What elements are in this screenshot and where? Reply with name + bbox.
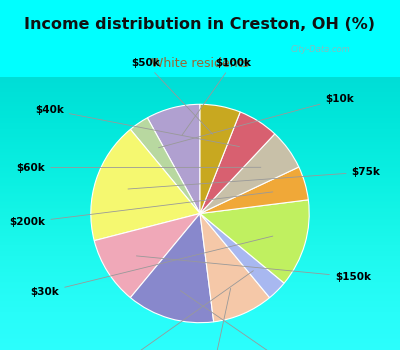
Wedge shape: [200, 112, 275, 214]
Wedge shape: [147, 104, 200, 214]
Wedge shape: [200, 134, 299, 214]
Text: $50k: $50k: [131, 58, 213, 134]
Text: $40k: $40k: [35, 105, 240, 147]
Text: > $200k: > $200k: [102, 271, 253, 350]
Text: $150k: $150k: [136, 256, 371, 282]
Text: $30k: $30k: [30, 236, 273, 297]
Text: Income distribution in Creston, OH (%): Income distribution in Creston, OH (%): [24, 17, 376, 32]
Text: $75k: $75k: [128, 167, 380, 189]
Wedge shape: [130, 214, 214, 323]
Wedge shape: [200, 104, 240, 214]
Text: $60k: $60k: [16, 163, 261, 173]
Wedge shape: [200, 214, 284, 298]
Text: $125k: $125k: [180, 290, 305, 350]
Text: $20k: $20k: [196, 288, 231, 350]
Text: $200k: $200k: [10, 192, 273, 227]
Wedge shape: [91, 130, 200, 241]
Text: $10k: $10k: [158, 94, 354, 148]
Text: City-Data.com: City-Data.com: [290, 45, 350, 54]
Text: $100k: $100k: [182, 58, 251, 135]
Wedge shape: [200, 167, 308, 214]
Wedge shape: [200, 214, 270, 322]
Wedge shape: [200, 200, 309, 283]
Text: White residents: White residents: [151, 57, 249, 70]
Wedge shape: [94, 214, 200, 298]
Wedge shape: [130, 118, 200, 214]
